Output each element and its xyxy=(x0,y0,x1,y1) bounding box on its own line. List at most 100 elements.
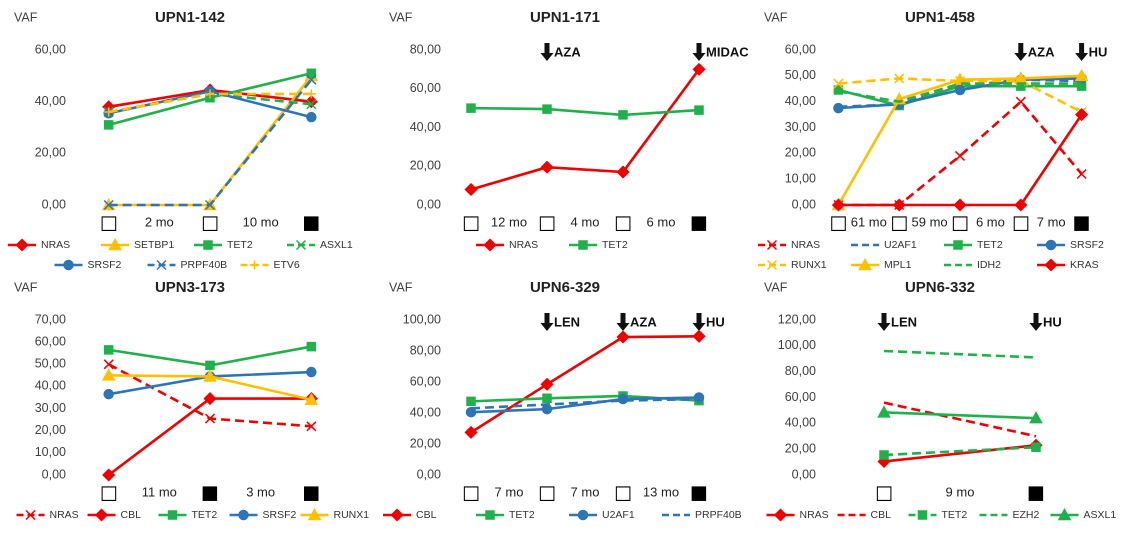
interval-label: 7 mo xyxy=(1037,214,1066,229)
x-tick-label: □ xyxy=(829,212,847,234)
arrow-icon xyxy=(1075,43,1089,61)
point xyxy=(577,509,589,521)
legend-label: SRSF2 xyxy=(263,509,297,521)
y-tick-label: 40,00 xyxy=(35,94,66,108)
point xyxy=(238,509,249,521)
point xyxy=(773,508,788,522)
point xyxy=(464,425,478,439)
x-tick-label: □ xyxy=(538,212,556,234)
legend-label: SRSF2 xyxy=(1070,239,1104,251)
point xyxy=(250,260,259,270)
y-tick-label: 0,00 xyxy=(42,197,66,211)
y-tick-label: 70,00 xyxy=(35,312,66,326)
point xyxy=(542,393,552,404)
point xyxy=(306,111,317,123)
legend-label: NRAS xyxy=(800,509,829,521)
y-tick-label: 50,00 xyxy=(785,68,816,82)
x-tick-label: □ xyxy=(614,482,632,504)
point xyxy=(953,72,967,85)
point xyxy=(1074,68,1089,82)
legend-label: SETBP1 xyxy=(134,239,174,251)
point xyxy=(953,198,967,212)
y-tick-label: 50,00 xyxy=(35,357,66,371)
annotation: HU xyxy=(706,314,725,329)
y-tick-label: 40,00 xyxy=(785,416,816,430)
chart-title: UPN3-173 xyxy=(155,279,225,296)
point xyxy=(306,68,317,78)
x-tick-label: □ xyxy=(538,482,556,504)
point xyxy=(917,510,928,520)
point xyxy=(103,359,114,370)
point xyxy=(464,182,478,197)
series-line xyxy=(470,397,700,410)
point xyxy=(204,199,216,211)
x-tick-label: ■ xyxy=(690,482,708,504)
interval-label: 6 mo xyxy=(976,214,1005,229)
point xyxy=(203,369,217,382)
y-tick-label: 120,00 xyxy=(778,312,816,326)
y-axis-label: VAF xyxy=(389,280,413,294)
annotation: HU xyxy=(1043,314,1062,329)
point xyxy=(858,257,872,271)
x-tick-label: □ xyxy=(462,212,480,234)
point xyxy=(306,366,317,378)
point xyxy=(1045,239,1057,251)
point xyxy=(542,104,552,114)
series-line xyxy=(107,397,312,477)
point xyxy=(466,396,476,407)
legend-label: EZH2 xyxy=(1013,509,1040,521)
interval-label: 59 mo xyxy=(912,214,948,229)
y-tick-label: 60,00 xyxy=(785,390,816,404)
point xyxy=(304,392,319,405)
point xyxy=(540,160,554,174)
interval-label: 7 mo xyxy=(571,484,600,499)
point xyxy=(94,508,109,522)
point xyxy=(1014,198,1028,212)
y-tick-label: 40,00 xyxy=(35,379,66,393)
y-tick-label: 80,00 xyxy=(785,364,816,378)
x-tick-label: □ xyxy=(614,212,632,234)
point xyxy=(203,240,213,250)
y-axis-label: VAF xyxy=(764,280,788,294)
x-tick-label: □ xyxy=(201,212,219,234)
y-tick-label: 20,00 xyxy=(35,423,66,437)
y-tick-label: 60,00 xyxy=(410,374,441,388)
series-line xyxy=(883,349,1037,359)
y-tick-label: 40,00 xyxy=(785,94,816,108)
point xyxy=(1015,96,1026,107)
interval-label: 12 mo xyxy=(491,214,527,229)
series-line xyxy=(470,106,700,117)
point xyxy=(617,393,629,405)
point xyxy=(156,259,167,271)
point xyxy=(894,73,905,84)
point xyxy=(766,239,778,251)
point xyxy=(540,377,554,391)
y-tick-label: 20,00 xyxy=(410,436,441,450)
point xyxy=(616,330,630,344)
point xyxy=(541,403,553,415)
arrow-icon xyxy=(692,43,706,61)
legend-label: PRPF40B xyxy=(181,259,228,271)
point xyxy=(466,103,476,113)
point xyxy=(205,89,215,99)
point xyxy=(1075,108,1089,122)
point xyxy=(63,259,74,271)
x-tick-label: □ xyxy=(100,482,118,504)
point xyxy=(578,240,588,250)
point xyxy=(108,237,122,251)
y-tick-label: 100,00 xyxy=(778,338,816,352)
series-line xyxy=(838,113,1083,207)
x-tick-label: ■ xyxy=(690,212,708,234)
interval-label: 7 mo xyxy=(495,484,524,499)
legend-label: U2AF1 xyxy=(884,239,917,251)
point xyxy=(25,509,36,521)
point xyxy=(892,198,906,212)
chart-title: UPN6-329 xyxy=(530,279,600,296)
legend-label: KRAS xyxy=(1070,259,1099,271)
point xyxy=(204,413,216,424)
series-line xyxy=(883,411,1037,420)
series-line xyxy=(883,401,1037,438)
point xyxy=(15,238,29,252)
point xyxy=(104,107,114,117)
